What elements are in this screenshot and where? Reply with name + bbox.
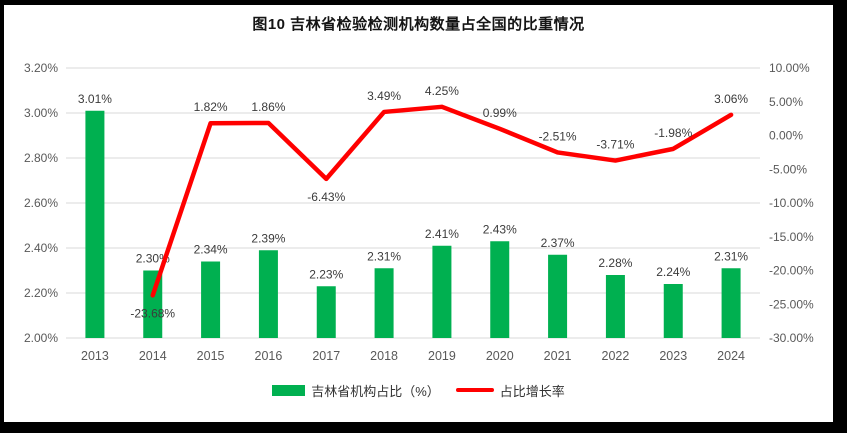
bar-label: 2.31% <box>714 249 748 263</box>
bar-label: 2.34% <box>194 243 228 257</box>
bar <box>490 241 510 338</box>
bar-label: 2.23% <box>309 267 343 281</box>
bar-label: 2.30% <box>136 252 170 266</box>
left-axis-tick: 2.40% <box>24 241 58 255</box>
line-label: 1.82% <box>194 100 228 114</box>
right-axis-tick: -20.00% <box>769 264 814 278</box>
line-label: 1.86% <box>251 100 285 114</box>
x-axis-label: 2019 <box>428 349 456 363</box>
legend-bar-label: 吉林省机构占比（%） <box>311 383 440 399</box>
bar-label: 2.41% <box>425 227 459 241</box>
right-axis-tick: 5.00% <box>769 95 803 109</box>
line-label: -6.43% <box>307 190 345 204</box>
bar-label: 3.01% <box>78 92 112 106</box>
line-label: -2.51% <box>539 129 577 143</box>
legend-line-label: 占比增长率 <box>499 383 565 399</box>
bar <box>605 275 625 338</box>
x-axis-label: 2022 <box>602 349 630 363</box>
bar <box>258 250 278 338</box>
bar <box>721 268 741 338</box>
chart-title: 图10 吉林省检验检测机构数量占全国的比重情况 <box>252 16 585 33</box>
line-label: -3.71% <box>596 138 634 152</box>
bar-label: 2.28% <box>598 256 632 270</box>
bar <box>201 261 221 338</box>
right-axis-tick: -5.00% <box>769 162 807 176</box>
bar <box>663 284 683 338</box>
x-axis-label: 2020 <box>486 349 514 363</box>
x-axis-label: 2015 <box>197 349 225 363</box>
bar-label: 2.43% <box>483 222 517 236</box>
left-axis-tick: 2.20% <box>24 286 58 300</box>
bar <box>374 268 394 338</box>
line-label: 4.25% <box>425 84 459 98</box>
right-axis-tick: 0.00% <box>769 129 803 143</box>
line-series-swatch-icon <box>455 387 494 393</box>
left-axis-tick: 2.00% <box>24 331 58 345</box>
bar <box>432 245 452 338</box>
bar <box>85 110 105 338</box>
legend-item-bar-series: 吉林省机构占比（%） <box>272 381 440 400</box>
chart-legend: 吉林省机构占比（%） 占比增长率 <box>4 380 833 400</box>
x-axis-label: 2016 <box>255 349 283 363</box>
right-axis-tick: -30.00% <box>769 331 814 345</box>
bar-label: 2.39% <box>251 231 285 245</box>
right-axis-tick: -10.00% <box>769 196 814 210</box>
line-label: -23.68% <box>130 306 175 320</box>
x-axis-label: 2014 <box>139 349 167 363</box>
line-label: 0.99% <box>483 106 517 120</box>
left-axis-tick: 3.00% <box>24 106 58 120</box>
legend-item-line-series: 占比增长率 <box>455 381 565 400</box>
x-axis-label: 2021 <box>544 349 572 363</box>
bar-label: 2.37% <box>541 236 575 250</box>
chart-canvas: 3.20% 3.00% 2.80% 2.60% 2.40% 2.20% 2.00% 10.00… <box>24 61 814 363</box>
bar <box>548 254 568 338</box>
bar-series-swatch-icon <box>272 384 306 396</box>
right-axis-tick: 10.00% <box>769 61 810 75</box>
x-axis-label: 2013 <box>81 349 109 363</box>
x-axis-label: 2018 <box>370 349 398 363</box>
line-label: 3.06% <box>714 92 748 106</box>
right-axis-tick: -25.00% <box>769 297 814 311</box>
growth-line <box>150 104 734 298</box>
left-axis-tick: 3.20% <box>24 61 58 75</box>
left-axis-tick: 2.80% <box>24 151 58 165</box>
x-axis-label: 2017 <box>312 349 340 363</box>
left-axis-tick: 2.60% <box>24 196 58 210</box>
line-label: 3.49% <box>367 89 401 103</box>
bar <box>316 286 336 338</box>
x-axis-label: 2023 <box>659 349 687 363</box>
x-axis-label: 2024 <box>717 349 745 363</box>
bar-label: 2.24% <box>656 265 690 279</box>
line-label: -1.98% <box>654 126 692 140</box>
right-axis-tick: -15.00% <box>769 230 814 244</box>
bar-label: 2.31% <box>367 249 401 263</box>
